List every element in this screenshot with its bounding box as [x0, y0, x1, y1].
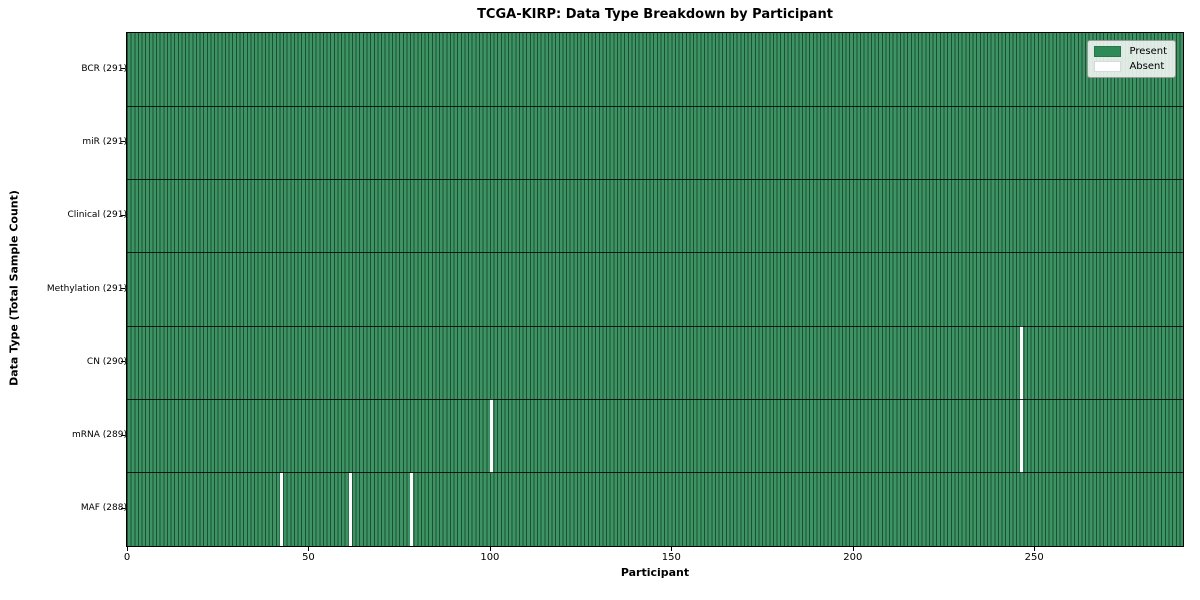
- row-separator: [127, 472, 1183, 474]
- x-tick-label-50: 50: [302, 552, 315, 563]
- absent-cell-mRNA-246: [1020, 399, 1023, 473]
- x-tick-mark: [308, 547, 310, 551]
- y-tick-label-miR: miR (291): [82, 136, 127, 147]
- x-tick-label-0: 0: [123, 552, 131, 563]
- y-tick-label-Clinical: Clinical (291): [67, 210, 127, 221]
- y-tick-label-mRNA: mRNA (289): [72, 430, 127, 441]
- x-tick-label-250: 250: [1024, 552, 1044, 563]
- present-swatch-icon: [1094, 46, 1122, 57]
- x-tick-mark: [1034, 547, 1036, 551]
- absent-cell-CN-246: [1020, 326, 1023, 400]
- x-axis-label: Participant: [620, 566, 690, 579]
- y-tick-mark: [121, 434, 125, 436]
- x-tick-label-200: 200: [843, 552, 863, 563]
- legend-label: Present: [1129, 46, 1167, 57]
- absent-swatch-icon: [1094, 61, 1122, 72]
- row-separator: [127, 398, 1183, 400]
- x-tick-mark: [489, 547, 491, 551]
- row-separator: [127, 179, 1183, 181]
- y-tick-mark: [121, 68, 125, 70]
- chart-title: TCGA-KIRP: Data Type Breakdown by Partic…: [477, 7, 833, 22]
- legend-entry-absent: Absent: [1094, 61, 1167, 72]
- legend-label: Absent: [1129, 61, 1165, 72]
- row-separator: [127, 252, 1183, 254]
- x-tick-mark: [852, 547, 854, 551]
- y-tick-label-CN: CN (290): [86, 356, 127, 367]
- absent-cell-MAF-78: [410, 472, 414, 546]
- x-tick-label-150: 150: [661, 552, 681, 563]
- y-tick-label-BCR: BCR (291): [81, 63, 127, 74]
- y-tick-mark: [121, 214, 125, 216]
- y-tick-mark: [121, 288, 125, 289]
- x-tick-mark: [127, 547, 128, 551]
- participant-column-grid: [127, 33, 1183, 546]
- y-tick-mark: [121, 507, 125, 509]
- absent-cell-MAF-42: [279, 472, 283, 546]
- plot-area: Present Absent: [126, 32, 1184, 547]
- legend: Present Absent: [1087, 40, 1176, 78]
- row-separator: [127, 325, 1183, 327]
- legend-entry-present: Present: [1094, 46, 1167, 57]
- absent-cell-mRNA-100: [490, 399, 494, 473]
- x-tick-label-100: 100: [480, 552, 500, 563]
- x-tick-mark: [671, 547, 673, 551]
- y-tick-label-MAF: MAF (288): [80, 503, 127, 514]
- row-separator: [127, 105, 1183, 107]
- absent-cell-MAF-61: [348, 472, 352, 546]
- y-tick-label-Methylation: Methylation (291): [46, 283, 127, 294]
- y-tick-mark: [121, 141, 125, 143]
- y-tick-mark: [121, 361, 125, 363]
